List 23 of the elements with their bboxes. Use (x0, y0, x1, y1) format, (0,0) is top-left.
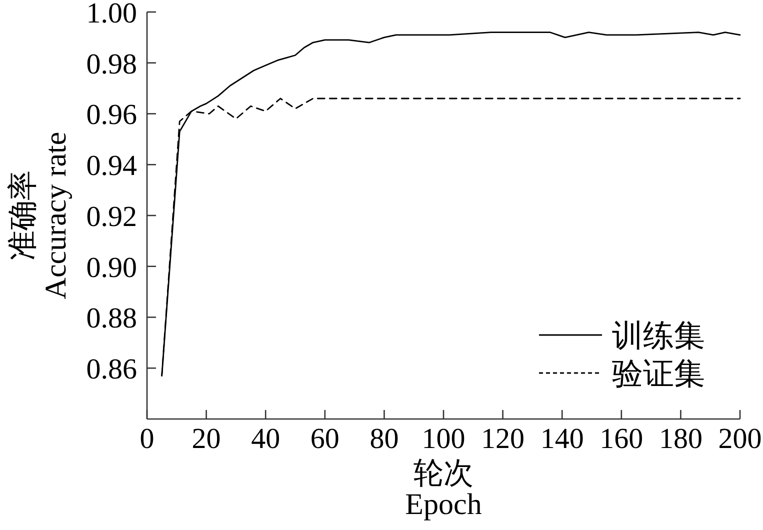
x-tick-label: 40 (251, 423, 280, 455)
x-tick-label: 180 (658, 423, 702, 455)
x-tick-label: 140 (540, 423, 584, 455)
x-tick-label: 60 (310, 423, 340, 455)
y-tick-label: 0.96 (86, 99, 137, 132)
y-tick-label: 0.90 (86, 252, 137, 284)
x-tick-label: 20 (192, 423, 221, 455)
x-tick-label: 160 (600, 423, 644, 455)
y-tick-label: 0.92 (86, 200, 137, 233)
x-tick-label: 120 (481, 423, 525, 455)
legend-label: 训练集 (612, 318, 705, 353)
x-tick-label: 80 (370, 423, 399, 455)
x-tick-label: 0 (140, 423, 154, 455)
y-tick-label: 0.88 (86, 302, 137, 335)
x-tick-label: 100 (422, 423, 466, 455)
x-axis-title: 轮次 Epoch (405, 457, 482, 521)
y-tick-label: 0.94 (86, 150, 138, 182)
y-tick-label: 0.98 (86, 48, 137, 80)
x-tick-label: 200 (718, 423, 762, 455)
y-tick-label: 0.86 (86, 354, 137, 386)
y-axis-title: 准确率 Accuracy rate (6, 132, 72, 300)
y-tick-label: 1.00 (86, 0, 137, 30)
legend-label: 验证集 (612, 356, 705, 391)
